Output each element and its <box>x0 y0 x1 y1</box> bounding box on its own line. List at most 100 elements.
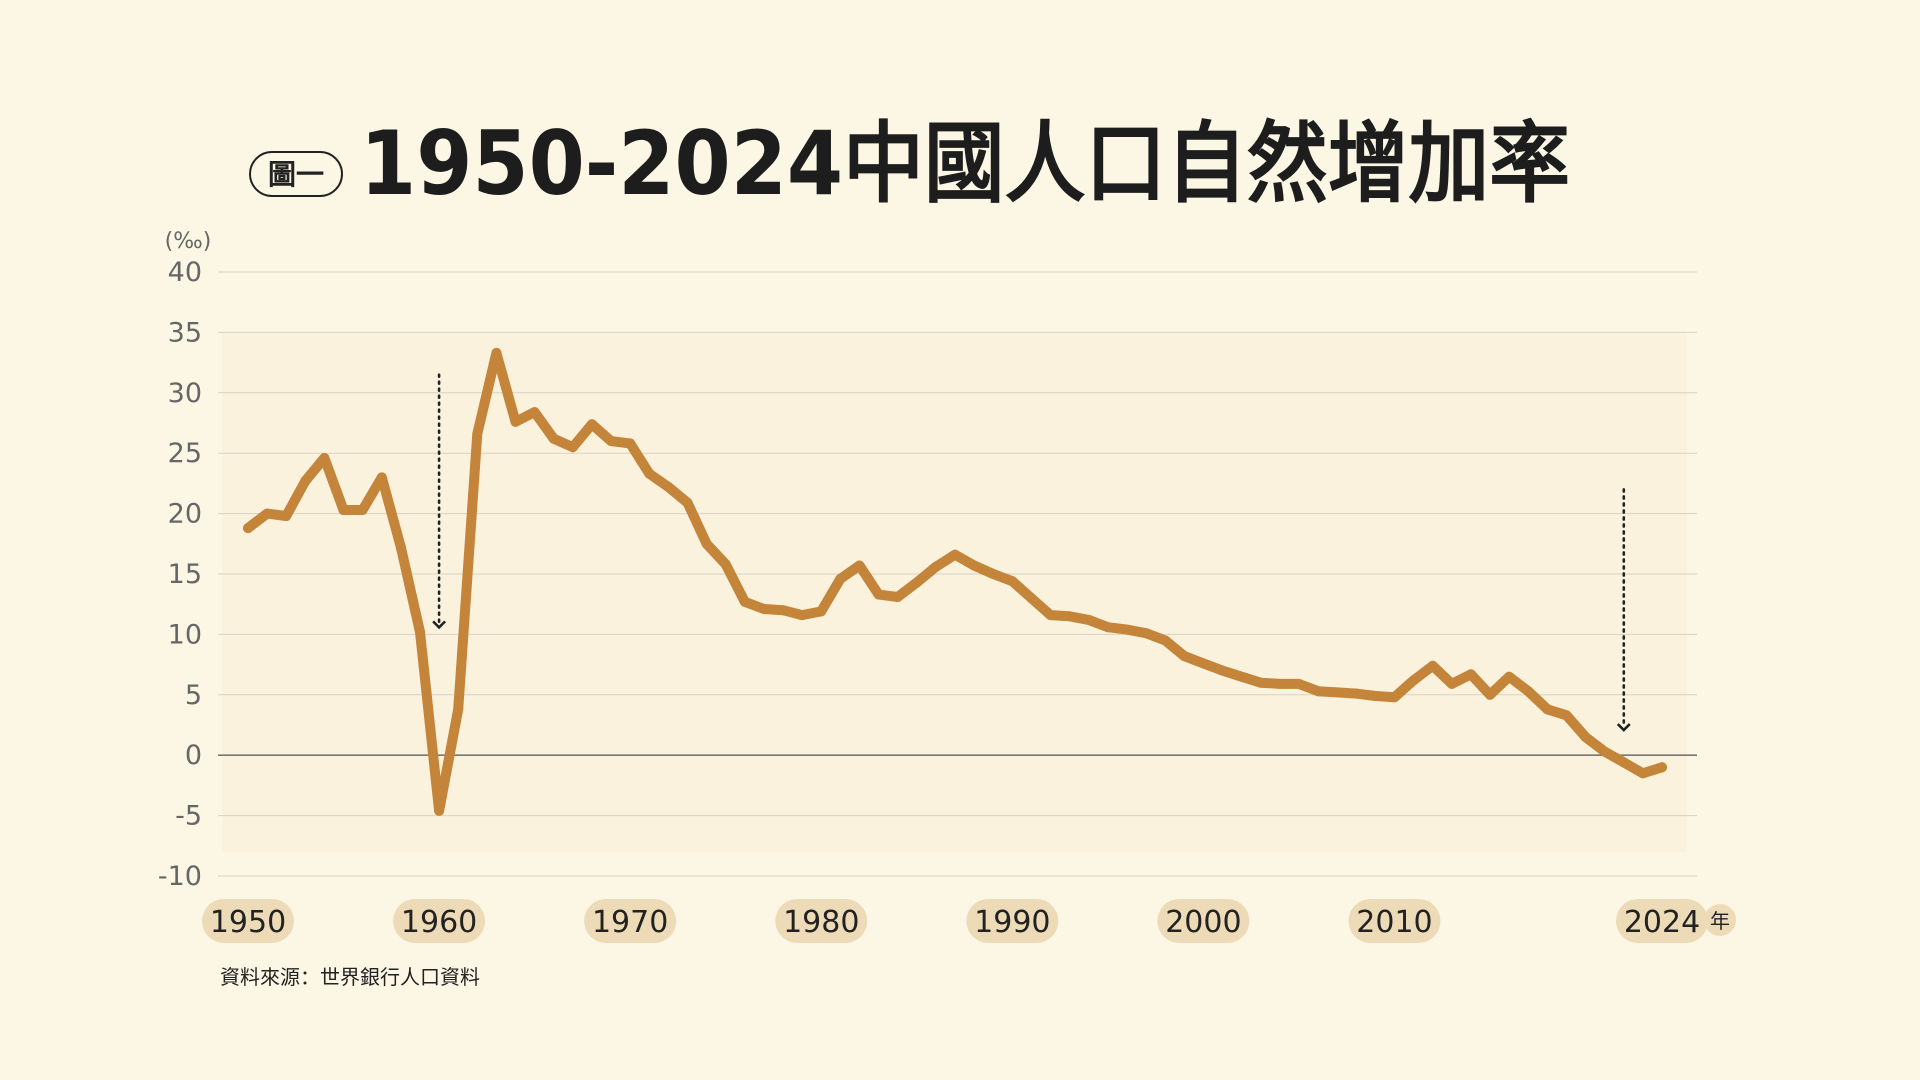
data-point-2001 <box>1217 665 1228 676</box>
data-point-1969 <box>606 436 617 447</box>
data-point-2021 <box>1599 746 1610 757</box>
x-tick-pill <box>393 899 486 943</box>
data-point-2022 <box>1618 757 1629 768</box>
data-point-2009 <box>1370 691 1381 701</box>
y-tick-label: 35 <box>168 317 202 348</box>
data-point-1961 <box>453 704 464 715</box>
data-point-1982 <box>854 560 865 571</box>
data-point-1984 <box>892 592 903 602</box>
data-point-2018 <box>1542 704 1553 715</box>
data-point-2017 <box>1523 686 1534 697</box>
data-point-1963 <box>491 347 502 358</box>
data-point-2014 <box>1465 669 1476 680</box>
data-point-1952 <box>281 511 292 521</box>
data-point-1978 <box>778 605 788 616</box>
data-point-1956 <box>357 505 368 515</box>
x-tick-label: 2024 <box>1624 905 1700 940</box>
data-point-1993 <box>1064 611 1075 622</box>
x-tick-pill <box>775 899 868 943</box>
data-point-1958 <box>395 542 406 553</box>
y-tick-label: 15 <box>168 559 202 590</box>
data-point-2008 <box>1351 688 1362 699</box>
data-point-2024 <box>1657 762 1667 773</box>
x-tick-pill <box>1616 899 1708 943</box>
annotations <box>432 373 1631 732</box>
x-tick-pill <box>1157 899 1250 943</box>
x-tick-2000: 2000 <box>1157 899 1250 943</box>
data-point-1966 <box>548 433 559 444</box>
data-point-2000 <box>1198 658 1209 669</box>
data-point-1977 <box>758 604 769 614</box>
x-tick-1950: 1950 <box>202 899 294 943</box>
data-point-2015 <box>1485 689 1495 700</box>
data-point-1994 <box>1083 614 1094 625</box>
x-tick-pill <box>1348 899 1441 943</box>
data-point-2005 <box>1293 678 1304 689</box>
data-point-1970 <box>625 438 636 449</box>
data-point-2012 <box>1427 660 1438 671</box>
data-point-1959 <box>415 627 425 637</box>
figure-badge-label: 圖一 <box>268 158 324 191</box>
y-tick-label: 0 <box>185 740 202 771</box>
y-tick-label: 25 <box>168 438 202 469</box>
x-tick-2024: 2024 <box>1616 899 1708 943</box>
data-point-1980 <box>816 606 827 617</box>
chart-title: 1950-2024中國人口自然增加率 <box>360 112 1570 215</box>
data-point-2003 <box>1255 677 1266 688</box>
data-point-1965 <box>529 407 540 418</box>
data-point-1975 <box>720 559 731 570</box>
data-point-1962 <box>472 428 483 439</box>
x-tick-label: 1970 <box>592 905 668 940</box>
source-note: 資料來源：世界銀行人口資料 <box>220 965 480 989</box>
y-tick-label: -10 <box>158 861 202 892</box>
data-point-2004 <box>1274 678 1285 689</box>
data-point-1973 <box>682 497 693 508</box>
figure-badge <box>249 151 343 197</box>
x-tick-label: 1950 <box>210 905 286 940</box>
data-point-1968 <box>586 419 597 430</box>
data-point-1981 <box>835 573 846 584</box>
y-axis-unit-label: (‰) <box>165 229 212 254</box>
arrow-head <box>1616 723 1631 732</box>
data-point-2007 <box>1332 687 1343 698</box>
x-tick-1980: 1980 <box>775 899 868 943</box>
arrow-head <box>432 620 447 630</box>
x-axis-ticks: 1950 1960 1970 1980 1990 2000 2010 2024 <box>202 899 1708 943</box>
data-point-1974 <box>701 538 712 549</box>
data-point-2020 <box>1580 732 1591 743</box>
x-tick-1960: 1960 <box>393 899 486 943</box>
data-point-1957 <box>376 472 387 483</box>
data-point-1950 <box>243 523 253 534</box>
data-point-2019 <box>1561 710 1572 721</box>
data-point-1972 <box>663 482 674 492</box>
x-tick-label: 2010 <box>1356 905 1432 940</box>
data-point-1987 <box>950 549 960 560</box>
y-axis-ticks: -10 -5 0 5 10 15 20 25 30 35 40 <box>158 257 202 892</box>
data-point-1997 <box>1141 628 1152 639</box>
x-tick-1970: 1970 <box>584 899 677 943</box>
annotation-arrow-2022 <box>1616 488 1631 732</box>
data-point-1971 <box>644 468 655 479</box>
data-point-2010 <box>1389 692 1400 703</box>
x-tick-label: 1980 <box>783 905 859 940</box>
x-tick-label: 2000 <box>1165 905 1241 940</box>
x-tick-label: 1960 <box>401 905 477 940</box>
x-tick-label: 1990 <box>974 905 1050 940</box>
data-point-1998 <box>1160 635 1171 646</box>
data-point-1999 <box>1179 651 1190 662</box>
series-natural-increase-rate <box>243 347 1667 816</box>
data-point-1989 <box>988 569 999 579</box>
y-tick-label: 5 <box>185 680 202 711</box>
data-point-1955 <box>338 505 349 515</box>
data-point-2006 <box>1313 686 1324 697</box>
x-axis-unit-label: 年 <box>1710 909 1730 933</box>
x-tick-pill <box>202 899 294 943</box>
data-point-1954 <box>319 453 330 463</box>
data-point-1983 <box>873 589 884 600</box>
y-tick-label: 30 <box>168 378 202 409</box>
y-tick-label: 40 <box>168 257 202 288</box>
data-point-1996 <box>1122 624 1132 635</box>
data-point-1964 <box>510 416 521 427</box>
